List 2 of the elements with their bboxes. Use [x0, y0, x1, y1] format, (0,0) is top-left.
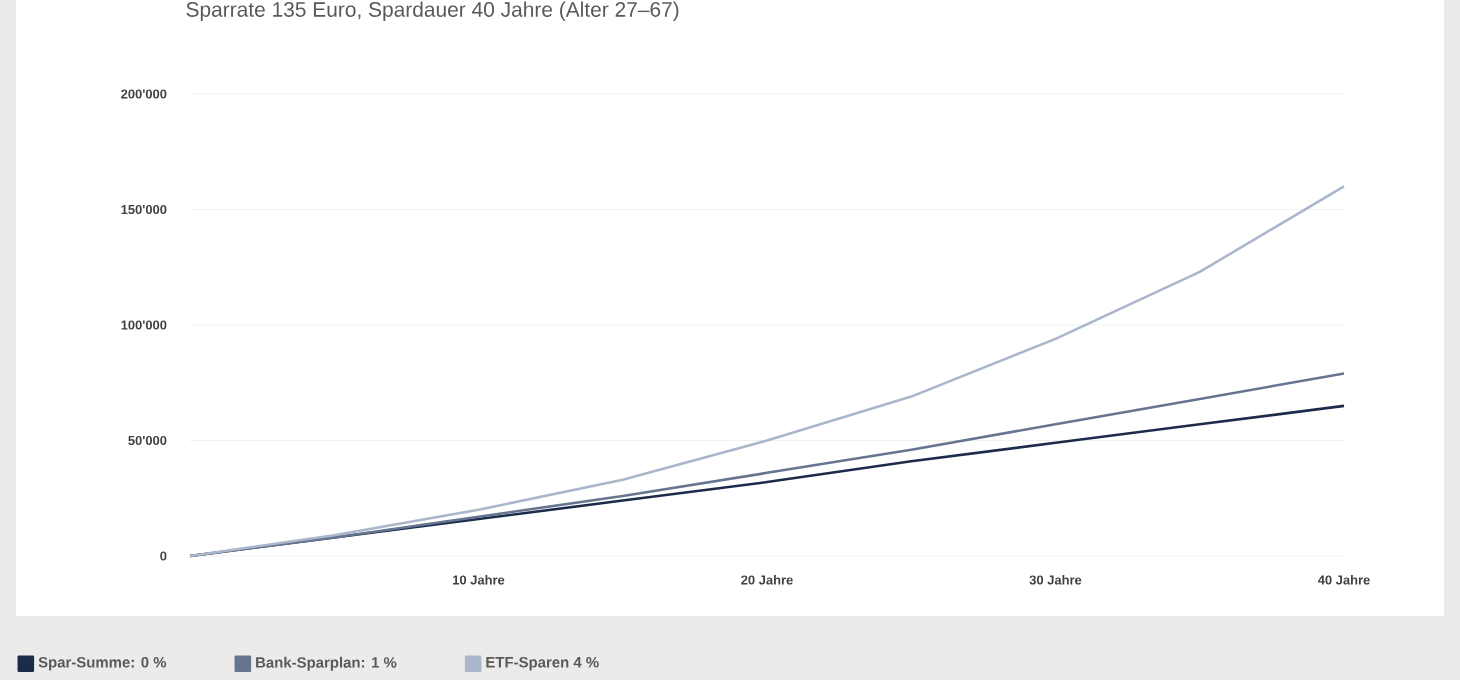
chart-title: Sparrate 135 Euro, Spardauer 40 Jahre (Alter 27–67) — [186, 1, 679, 22]
line-series — [188, 185, 1346, 558]
